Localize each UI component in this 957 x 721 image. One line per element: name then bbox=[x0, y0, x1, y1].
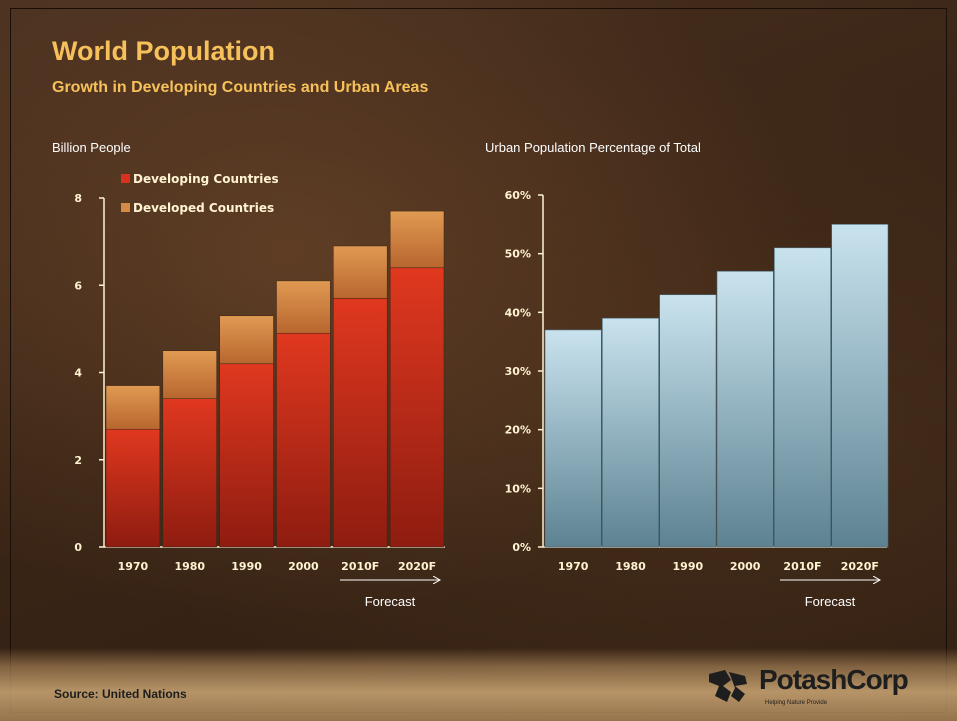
y-tick-label: 10% bbox=[505, 482, 531, 495]
source-note: Source: United Nations bbox=[54, 687, 187, 701]
bar-urban bbox=[544, 329, 602, 548]
bar-urban bbox=[774, 247, 831, 548]
left-chart-label: Billion People bbox=[52, 140, 131, 155]
logo-mark-icon bbox=[709, 670, 747, 702]
footer-band bbox=[0, 648, 957, 721]
urban-chart: 0% 10% 20% 30% 40% 50% 60% 1970 1980 1990 2000 2010… bbox=[505, 189, 889, 609]
bar-developing bbox=[389, 267, 445, 548]
potashcorp-logo: PotashCorp Helping Nature Provide bbox=[705, 660, 935, 710]
y-tick-label: 8 bbox=[74, 192, 82, 205]
y-tick-label: 30% bbox=[505, 365, 531, 378]
y-tick-label: 2 bbox=[74, 454, 82, 467]
bar-developing bbox=[276, 332, 331, 548]
x-tick-label: 1980 bbox=[174, 560, 205, 573]
population-chart: 0 2 4 6 8 1970 1980 1990 2000 2010F 2020F Developin… bbox=[74, 172, 445, 609]
bar-developed bbox=[276, 280, 331, 334]
y-tick-label: 50% bbox=[505, 248, 531, 261]
x-tick-label: 2020F bbox=[398, 560, 436, 573]
x-tick-label: 1990 bbox=[231, 560, 262, 573]
x-tick-label: 2010F bbox=[783, 560, 821, 573]
page-subtitle: Growth in Developing Countries and Urban… bbox=[52, 79, 429, 96]
bar-developed bbox=[219, 315, 274, 365]
bar-urban bbox=[716, 270, 774, 548]
forecast-label: Forecast bbox=[365, 594, 416, 609]
bar-developed bbox=[389, 210, 445, 269]
x-tick-label: 1990 bbox=[673, 560, 704, 573]
legend-swatch bbox=[121, 203, 130, 212]
bar-developed bbox=[162, 350, 217, 399]
bar-developing bbox=[162, 398, 217, 548]
x-tick-label: 1970 bbox=[558, 560, 589, 573]
bar-developed bbox=[105, 385, 161, 430]
legend-label: Developing Countries bbox=[133, 172, 279, 186]
bar-developing bbox=[105, 428, 161, 548]
x-tick-label: 2010F bbox=[341, 560, 379, 573]
bar-developing bbox=[219, 363, 274, 548]
y-tick-label: 0% bbox=[512, 541, 531, 554]
y-tick-label: 6 bbox=[74, 279, 82, 292]
x-tick-label: 2020F bbox=[841, 560, 879, 573]
legend-label: Developed Countries bbox=[133, 201, 274, 215]
y-tick-label: 0 bbox=[74, 541, 82, 554]
y-tick-label: 60% bbox=[505, 189, 531, 202]
bar-developing bbox=[333, 298, 388, 548]
right-chart-label: Urban Population Percentage of Total bbox=[485, 140, 701, 155]
bar-urban bbox=[602, 317, 659, 548]
y-tick-label: 4 bbox=[74, 367, 82, 380]
x-tick-label: 2000 bbox=[730, 560, 761, 573]
logo-name: PotashCorp bbox=[759, 664, 909, 695]
bar-developed bbox=[333, 245, 388, 299]
bar-urban bbox=[831, 224, 889, 548]
x-tick-label: 1970 bbox=[118, 560, 149, 573]
bar-urban bbox=[659, 294, 717, 548]
x-tick-label: 2000 bbox=[288, 560, 319, 573]
logo-tagline: Helping Nature Provide bbox=[765, 700, 828, 706]
page-title: World Population bbox=[52, 36, 275, 66]
y-tick-label: 40% bbox=[505, 306, 531, 319]
y-tick-label: 20% bbox=[505, 424, 531, 437]
forecast-label: Forecast bbox=[805, 594, 856, 609]
x-tick-label: 1980 bbox=[615, 560, 646, 573]
legend-swatch bbox=[121, 174, 130, 183]
